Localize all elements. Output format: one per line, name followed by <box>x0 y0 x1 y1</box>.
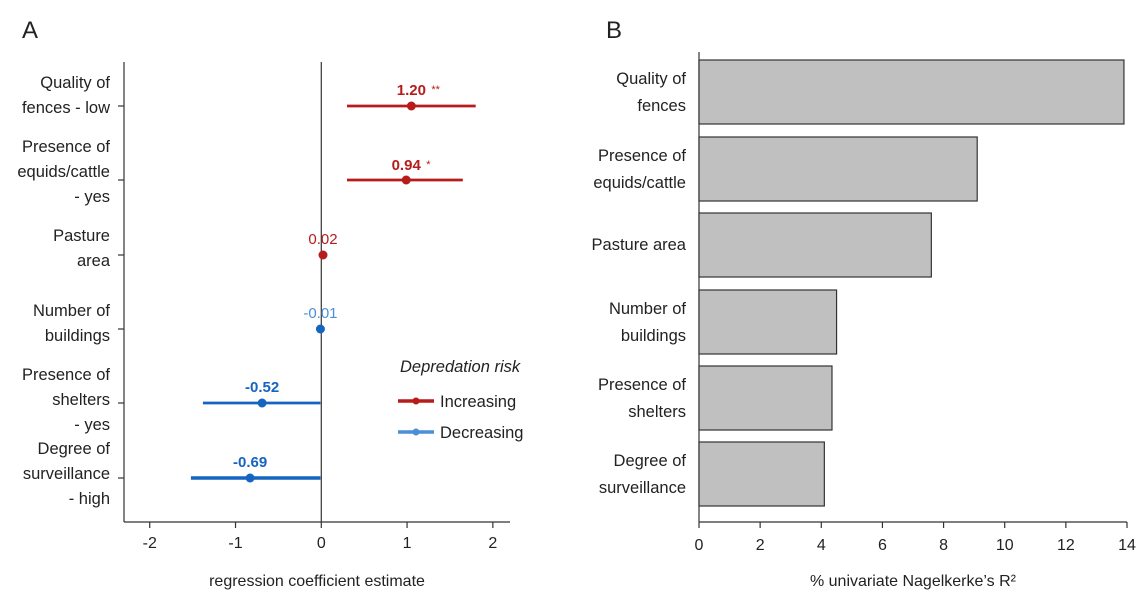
panel-b-letter: B <box>606 17 622 44</box>
category-label-line: Number of <box>609 300 686 318</box>
bar <box>698 441 825 507</box>
estimate-point <box>401 175 411 185</box>
row-label-line: buildings <box>45 327 110 345</box>
bar <box>698 59 1125 125</box>
estimate-point <box>318 250 328 260</box>
estimate-point <box>406 101 416 111</box>
bar <box>698 136 978 202</box>
estimate-value-label: -0.01 <box>303 305 337 322</box>
category-label-line: Pasture area <box>592 236 687 254</box>
legend-entry-label: Decreasing <box>440 424 523 442</box>
row-label-line: surveillance <box>23 465 110 483</box>
x-tick-label: 2 <box>488 535 497 552</box>
row-label-line: - yes <box>74 416 110 434</box>
x-tick-label: 8 <box>939 537 948 554</box>
estimate-point <box>257 398 267 408</box>
category-label-line: fences <box>637 97 686 115</box>
estimate-value-label: -0.69 <box>233 454 267 471</box>
row-label-line: Degree of <box>38 440 111 458</box>
row-label-line: area <box>77 252 111 270</box>
x-axis-label: % univariate Nagelkerke’s R² <box>810 573 1017 590</box>
legend-title: Depredation risk <box>400 358 521 376</box>
estimate-point <box>245 473 255 483</box>
estimate-value-label: 0.02 <box>308 231 337 248</box>
x-tick-label: 12 <box>1057 537 1075 554</box>
panel-a-letter: A <box>22 17 38 44</box>
category-label-line: surveillance <box>599 479 686 497</box>
x-axis-label: regression coefficient estimate <box>209 573 425 590</box>
legend-swatch-point <box>412 397 420 405</box>
estimate-value-label: 1.20 <box>397 82 426 99</box>
x-tick-label: 0 <box>317 535 326 552</box>
x-tick-label: 6 <box>878 537 887 554</box>
estimate-value-label: -0.52 <box>245 379 279 396</box>
x-tick-label: 4 <box>817 537 826 554</box>
estimate-value-label: 0.94 <box>392 157 422 174</box>
bar <box>698 212 932 278</box>
bar <box>698 365 833 431</box>
legend-swatch-point <box>412 428 420 436</box>
x-tick-label: 0 <box>695 537 704 554</box>
row-label-line: - high <box>69 490 110 508</box>
significance-marker: * <box>426 159 431 171</box>
row-label-line: shelters <box>52 391 110 409</box>
category-label-line: Presence of <box>598 147 686 165</box>
category-label-line: Degree of <box>614 452 687 470</box>
x-tick-label: 14 <box>1118 537 1136 554</box>
x-tick-label: 2 <box>756 537 765 554</box>
significance-marker: ** <box>431 84 440 96</box>
category-label-line: Presence of <box>598 376 686 394</box>
row-label-line: Presence of <box>22 366 110 384</box>
x-tick-label: -2 <box>143 535 157 552</box>
row-label-line: Pasture <box>53 227 110 245</box>
panel-a-forest-plot: -2 -1 0 1 2 regression coefficient estimate Qu… <box>17 62 523 590</box>
row-label-line: Number of <box>33 302 110 320</box>
category-label-line: Quality of <box>616 70 686 88</box>
category-label-line: equids/cattle <box>593 174 686 192</box>
row-label-line: - yes <box>74 188 110 206</box>
bar <box>698 289 838 355</box>
estimate-point <box>315 324 325 334</box>
category-label-line: shelters <box>628 403 686 421</box>
x-tick-label: 10 <box>996 537 1014 554</box>
row-label-line: equids/cattle <box>17 163 110 181</box>
legend-entry-label: Increasing <box>440 393 516 411</box>
row-label-line: Presence of <box>22 138 110 156</box>
row-label-line: Quality of <box>40 74 110 92</box>
x-tick-label: -1 <box>228 535 242 552</box>
row-label-line: fences - low <box>22 99 110 117</box>
category-label-line: buildings <box>621 327 686 345</box>
panel-b-bar-chart: 0 2 4 6 8 10 12 14 % univariate Nagelkerke’s R² Q… <box>592 52 1136 590</box>
x-tick-label: 1 <box>403 535 412 552</box>
